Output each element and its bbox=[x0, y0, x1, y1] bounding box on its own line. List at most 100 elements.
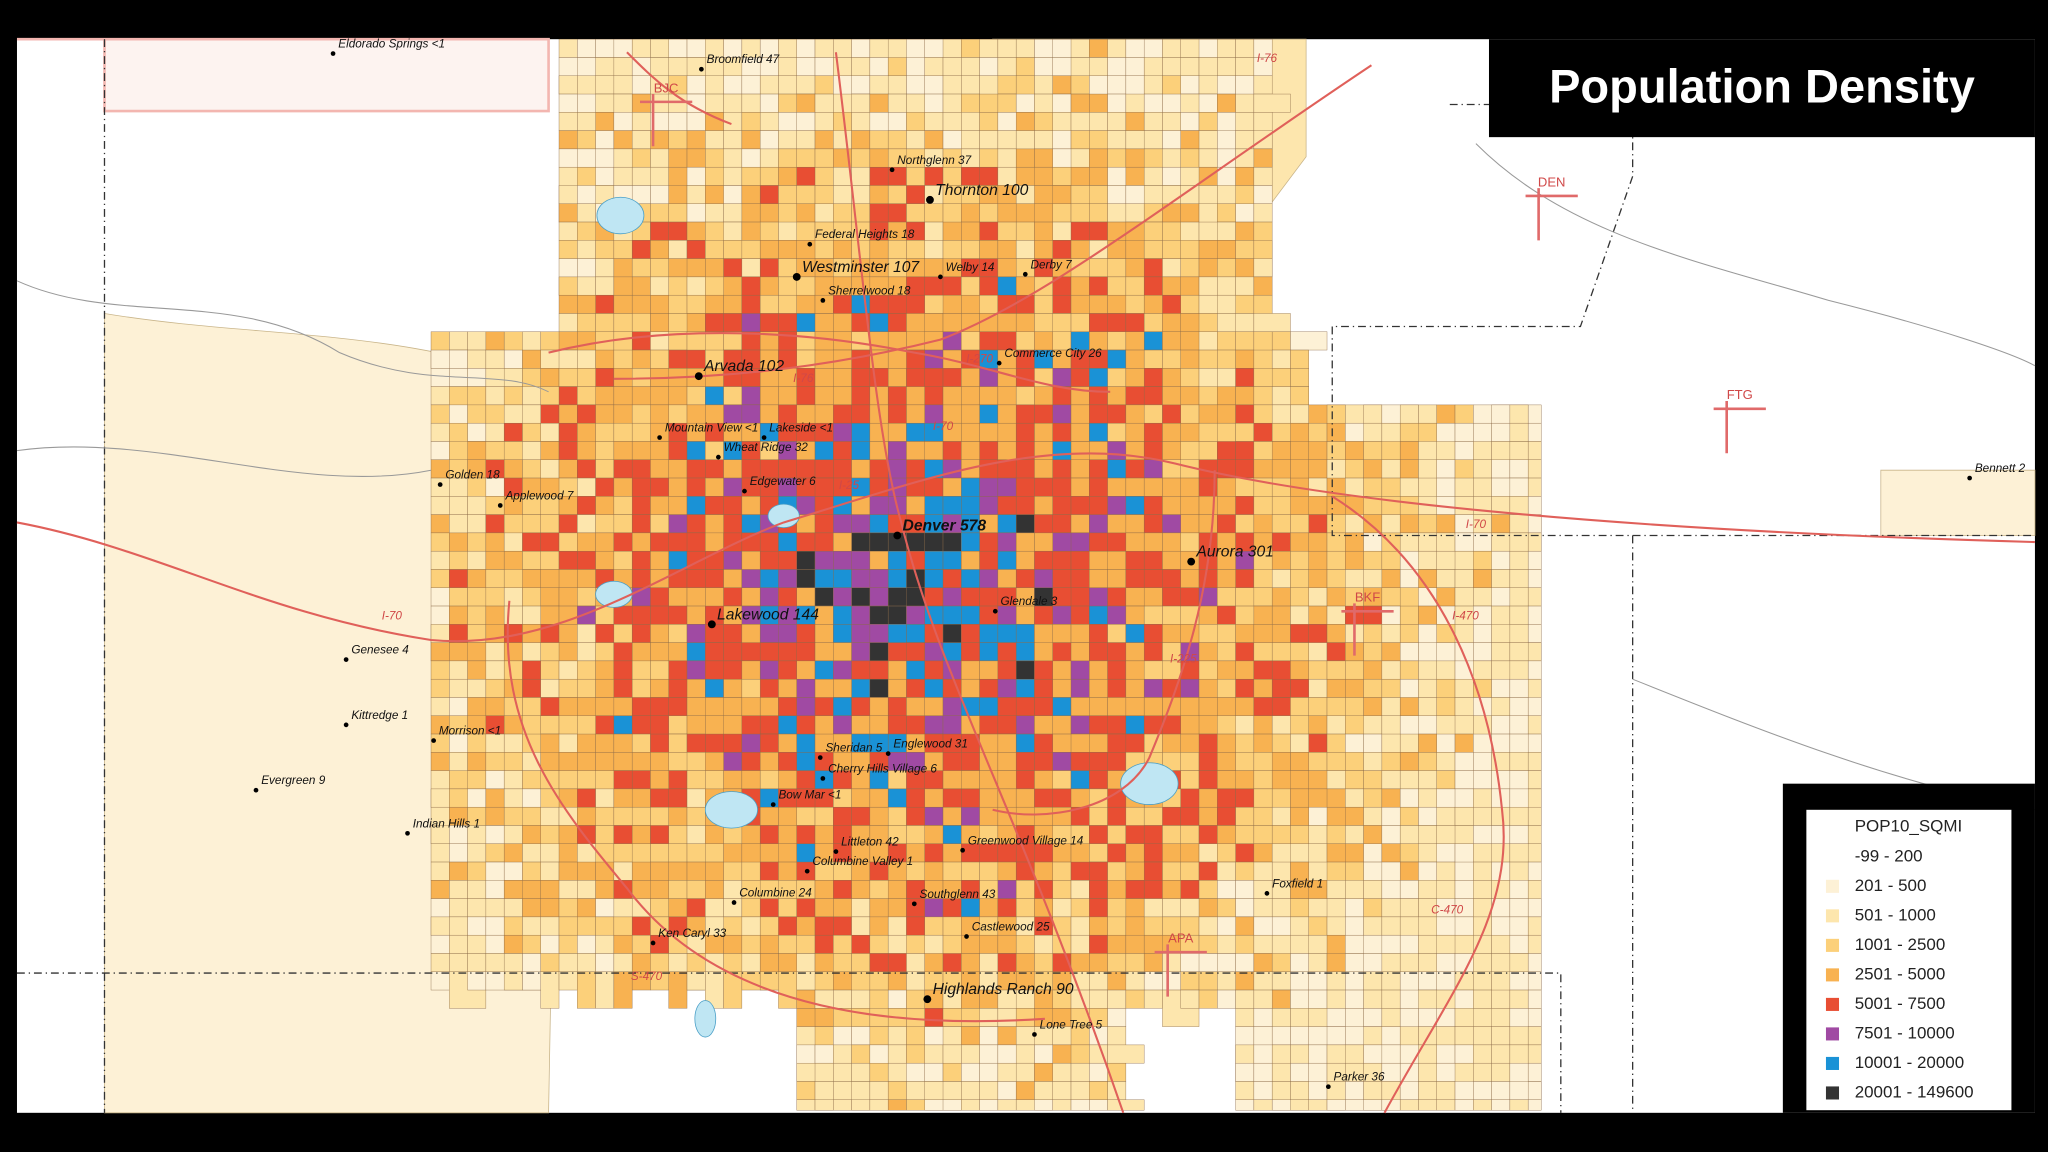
tract bbox=[1326, 1099, 1346, 1111]
tract bbox=[686, 806, 706, 826]
tract bbox=[1070, 1044, 1090, 1064]
tract bbox=[961, 368, 980, 387]
tract bbox=[1052, 1099, 1072, 1111]
tract bbox=[814, 185, 834, 204]
tract bbox=[668, 496, 688, 515]
tract bbox=[979, 752, 999, 771]
tract bbox=[1235, 953, 1255, 972]
tract bbox=[650, 404, 669, 424]
tract bbox=[650, 148, 669, 168]
tract bbox=[1418, 788, 1437, 808]
tract bbox=[558, 733, 578, 753]
tract bbox=[1509, 569, 1529, 588]
tract bbox=[430, 916, 450, 936]
tract bbox=[1308, 532, 1328, 552]
tract bbox=[723, 276, 743, 296]
tract bbox=[1217, 678, 1236, 698]
tract bbox=[613, 477, 633, 497]
tract bbox=[1271, 404, 1291, 424]
tract bbox=[833, 514, 852, 534]
tract bbox=[449, 934, 468, 954]
tract bbox=[1143, 477, 1163, 497]
tract bbox=[540, 514, 560, 534]
tract bbox=[1527, 605, 1542, 625]
tract bbox=[558, 532, 578, 552]
tract bbox=[1180, 989, 1200, 1009]
tract bbox=[869, 459, 889, 479]
tract bbox=[1509, 441, 1529, 460]
tract bbox=[503, 532, 523, 552]
tract bbox=[741, 386, 761, 406]
tract bbox=[430, 404, 450, 424]
tract bbox=[522, 642, 541, 662]
tract bbox=[1345, 477, 1364, 497]
legend-swatch bbox=[1825, 938, 1840, 952]
tract bbox=[942, 1062, 962, 1082]
tract bbox=[1034, 404, 1053, 424]
tract bbox=[942, 788, 962, 808]
tract bbox=[1235, 38, 1255, 58]
tract bbox=[1198, 386, 1218, 406]
tract bbox=[558, 130, 578, 150]
tract bbox=[503, 733, 523, 753]
tract bbox=[887, 240, 907, 259]
tract bbox=[1089, 989, 1108, 1009]
tract bbox=[997, 368, 1017, 387]
tract bbox=[1180, 368, 1200, 387]
tract bbox=[1290, 624, 1309, 643]
place-label: Englewood 31 bbox=[893, 738, 967, 751]
tract bbox=[631, 660, 651, 680]
tract bbox=[869, 715, 889, 735]
tract bbox=[759, 294, 779, 314]
tract bbox=[1107, 313, 1127, 332]
tract bbox=[1271, 752, 1291, 771]
tract bbox=[1308, 1044, 1328, 1064]
tract bbox=[796, 185, 816, 204]
tract bbox=[1070, 38, 1090, 58]
tract bbox=[1198, 678, 1218, 698]
tract bbox=[1363, 733, 1383, 753]
legend-swatch bbox=[1825, 1056, 1840, 1070]
tract bbox=[979, 130, 999, 150]
tract bbox=[869, 605, 889, 625]
tract bbox=[1381, 770, 1401, 790]
tract bbox=[1473, 770, 1492, 790]
tract bbox=[741, 75, 761, 95]
tract bbox=[1052, 569, 1072, 588]
tract bbox=[613, 642, 633, 662]
tract bbox=[1363, 1008, 1383, 1027]
tract bbox=[577, 550, 596, 570]
tract bbox=[942, 496, 962, 515]
tract bbox=[814, 368, 834, 387]
tract bbox=[1235, 806, 1255, 826]
tract bbox=[1235, 678, 1255, 698]
tract bbox=[887, 605, 907, 625]
tract bbox=[1473, 880, 1492, 899]
tract bbox=[906, 496, 925, 515]
tract bbox=[1070, 1062, 1090, 1082]
tract bbox=[1089, 605, 1108, 625]
tract bbox=[1180, 112, 1200, 131]
tract bbox=[686, 221, 706, 241]
tract bbox=[1290, 715, 1309, 735]
tract bbox=[558, 75, 578, 95]
tract bbox=[1418, 1008, 1437, 1027]
tract bbox=[1070, 422, 1090, 442]
tract bbox=[851, 75, 871, 95]
tract bbox=[942, 861, 962, 881]
tract bbox=[1198, 441, 1218, 460]
tract bbox=[1308, 496, 1328, 515]
tract bbox=[1381, 752, 1401, 771]
tract bbox=[577, 514, 596, 534]
tract bbox=[1491, 825, 1511, 844]
tract bbox=[540, 587, 560, 607]
tract bbox=[1326, 441, 1346, 460]
tract bbox=[1143, 221, 1163, 241]
tract bbox=[522, 569, 541, 588]
tract bbox=[1015, 788, 1035, 808]
tract bbox=[522, 422, 541, 442]
tract bbox=[833, 130, 852, 150]
tract bbox=[485, 642, 505, 662]
tract bbox=[814, 1008, 834, 1027]
place-label: Mountain View <1 bbox=[665, 422, 759, 435]
